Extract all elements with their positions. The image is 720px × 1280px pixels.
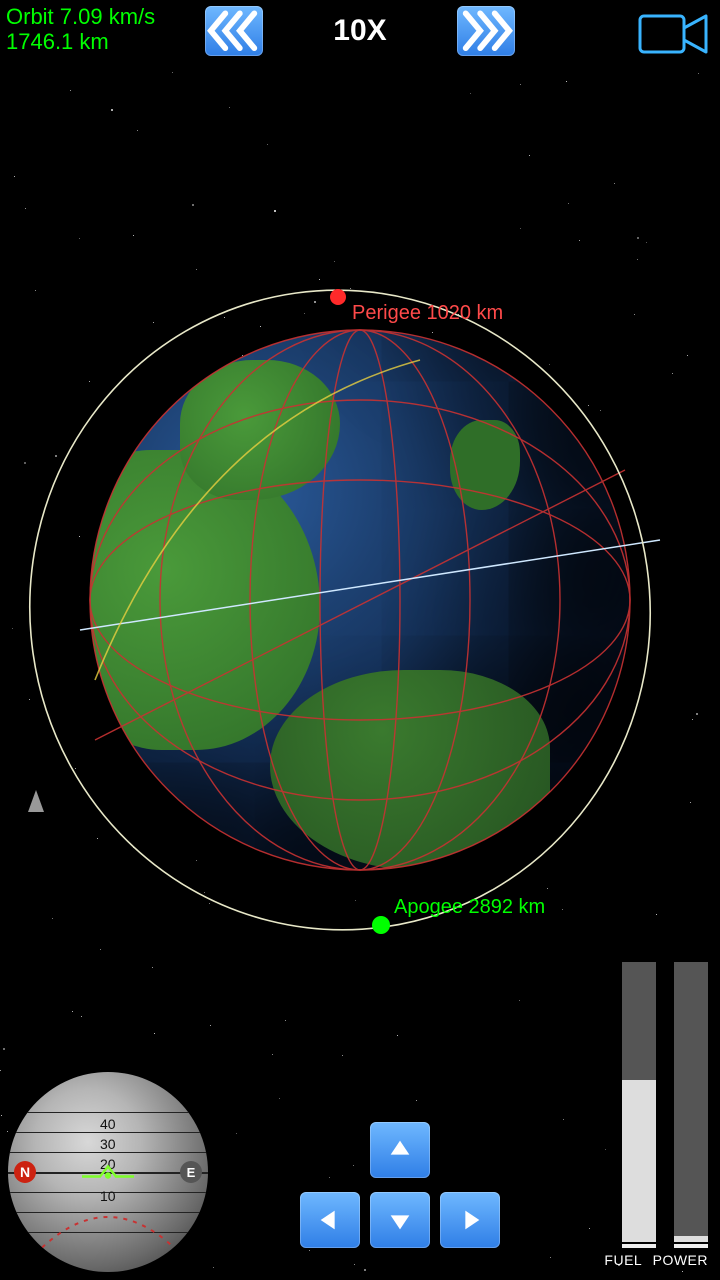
yaw-right-button[interactable] bbox=[440, 1192, 500, 1248]
power-gauge[interactable] bbox=[674, 962, 708, 1248]
time-controls: 10X bbox=[0, 6, 720, 56]
time-slower-button[interactable] bbox=[205, 6, 263, 56]
perigee-marker bbox=[330, 289, 346, 305]
gauges: FUEL POWER bbox=[598, 968, 708, 1268]
power-label: POWER bbox=[653, 1252, 708, 1268]
yaw-left-button[interactable] bbox=[300, 1192, 360, 1248]
apogee-label: Apogee 2892 km bbox=[394, 896, 545, 919]
earth-globe bbox=[90, 330, 630, 870]
pitch-down-button[interactable] bbox=[370, 1192, 430, 1248]
perigee-label: Perigee 1020 km bbox=[352, 302, 503, 325]
fuel-gauge[interactable] bbox=[622, 962, 656, 1248]
pitch-up-button[interactable] bbox=[370, 1122, 430, 1178]
dpad bbox=[300, 1122, 500, 1262]
time-multiplier-label: 10X bbox=[333, 14, 386, 48]
navball[interactable]: 40 30 20 10 N E bbox=[8, 1072, 208, 1272]
time-faster-button[interactable] bbox=[457, 6, 515, 56]
apogee-marker bbox=[372, 916, 390, 934]
fuel-label: FUEL bbox=[604, 1252, 642, 1268]
camera-button[interactable] bbox=[638, 10, 710, 63]
